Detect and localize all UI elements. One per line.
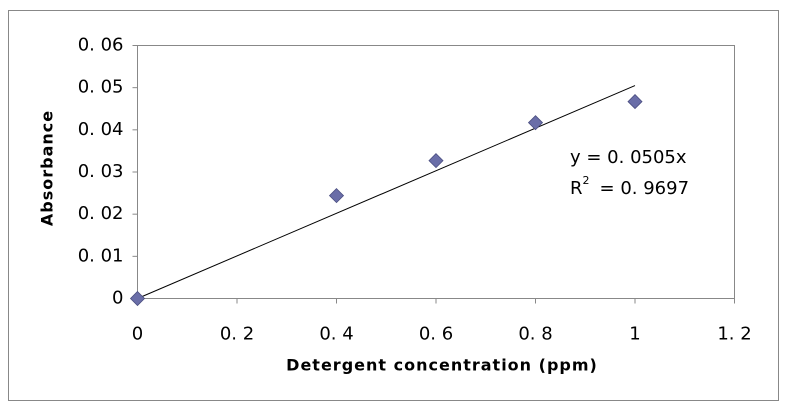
y-tick-label: 0. 03 [78, 161, 124, 182]
y-tick-label: 0. 01 [78, 245, 124, 266]
point [129, 290, 146, 307]
y-tick-label: 0 [112, 288, 123, 309]
x-tick-label: 1. 2 [717, 324, 751, 345]
trendline [137, 85, 636, 299]
point [627, 94, 643, 110]
point [527, 115, 544, 131]
equation: y = 0. 0505x [570, 147, 687, 168]
point [328, 188, 345, 204]
x-tick-label: 0. 8 [518, 324, 552, 345]
x-tick-label: 0. 2 [220, 324, 254, 345]
y-tick-label: 0. 06 [78, 35, 124, 56]
y-tick-label: 0. 04 [78, 119, 124, 140]
r-squared: R2 = 0. 9697 [570, 174, 689, 199]
y-axis-label: Absorbance [38, 110, 57, 226]
x-axis-label: Detergent concentration (ppm) [286, 356, 598, 375]
x-tick-label: 0. 6 [419, 324, 453, 345]
y-tick-label: 0. 05 [78, 77, 124, 98]
point [428, 153, 444, 169]
x-tick-label: 1 [629, 324, 640, 345]
x-tick-label: 0 [132, 324, 143, 345]
y-tick-label: 0. 02 [78, 203, 124, 224]
x-tick-label: 0. 4 [319, 324, 353, 345]
chart-border [8, 10, 779, 401]
